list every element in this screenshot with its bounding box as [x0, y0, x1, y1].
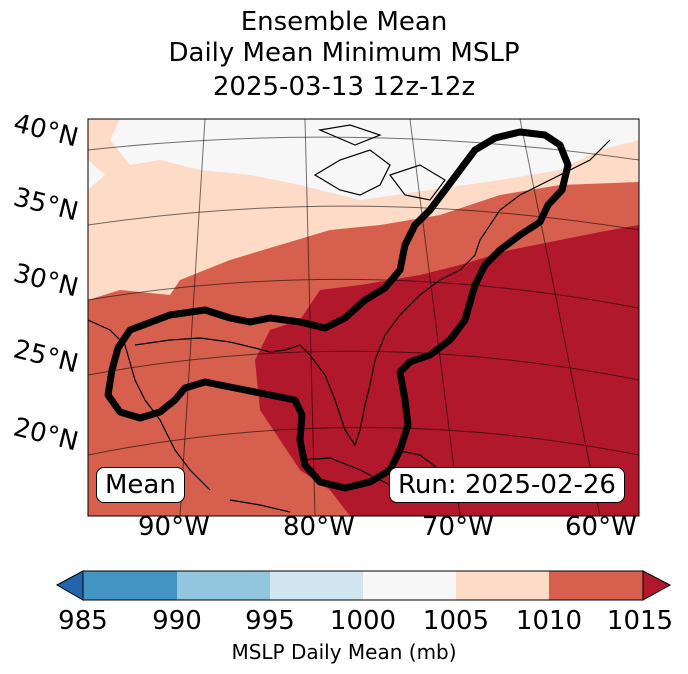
- mean-legend-box: Mean: [96, 467, 185, 503]
- colorbar-segment-1005-1010: [456, 571, 549, 600]
- lon-label-80w: 80°W: [283, 512, 355, 542]
- colorbar: [55, 570, 672, 601]
- coastlines: [88, 124, 611, 513]
- run-date-box: Run: 2025-02-26: [389, 467, 625, 503]
- colorbar-segment-985-990: [83, 571, 177, 600]
- gridline-25n: [88, 350, 639, 381]
- colorbar-segment-995-1000: [270, 571, 363, 600]
- colorbar-tick: 1015: [606, 606, 674, 636]
- gridline-35n: [88, 205, 639, 231]
- gridline-20n: [88, 427, 639, 456]
- colorbar-tick: 995: [245, 606, 295, 636]
- colorbar-tick: 985: [58, 606, 108, 636]
- gridline-60w: [519, 119, 601, 516]
- mean-contour: [104, 128, 572, 492]
- colorbar-extend-high: [642, 570, 672, 601]
- gridline-30n: [88, 278, 639, 309]
- map-frame: [87, 118, 640, 517]
- colorbar-segment-990-995: [177, 571, 270, 600]
- lon-label-60w: 60°W: [565, 512, 637, 542]
- gridline-80w: [304, 119, 316, 516]
- colorbar-tick: 990: [152, 606, 202, 636]
- pressure-band-above-1015: [255, 225, 639, 516]
- title-line-3: 2025-03-13 12z-12z: [212, 72, 476, 102]
- colorbar-tick: 1000: [329, 606, 397, 636]
- title-line-2: Daily Mean Minimum MSLP: [168, 38, 520, 68]
- lon-label-90w: 90°W: [138, 512, 210, 542]
- colorbar-tick: 1005: [422, 606, 490, 636]
- colorbar-label: MSLP Daily Mean (mb): [231, 640, 457, 664]
- colorbar-segment-1000-1005: [363, 571, 456, 600]
- colorbar-segment-1010-1015: [549, 571, 643, 600]
- lon-label-70w: 70°W: [422, 512, 494, 542]
- gridline-90w: [179, 119, 206, 516]
- title-line-1: Ensemble Mean: [240, 7, 448, 37]
- colorbar-extend-low: [55, 570, 84, 601]
- map-area: [88, 119, 639, 516]
- gridline-70w: [409, 119, 461, 516]
- colorbar-tick: 1010: [515, 606, 583, 636]
